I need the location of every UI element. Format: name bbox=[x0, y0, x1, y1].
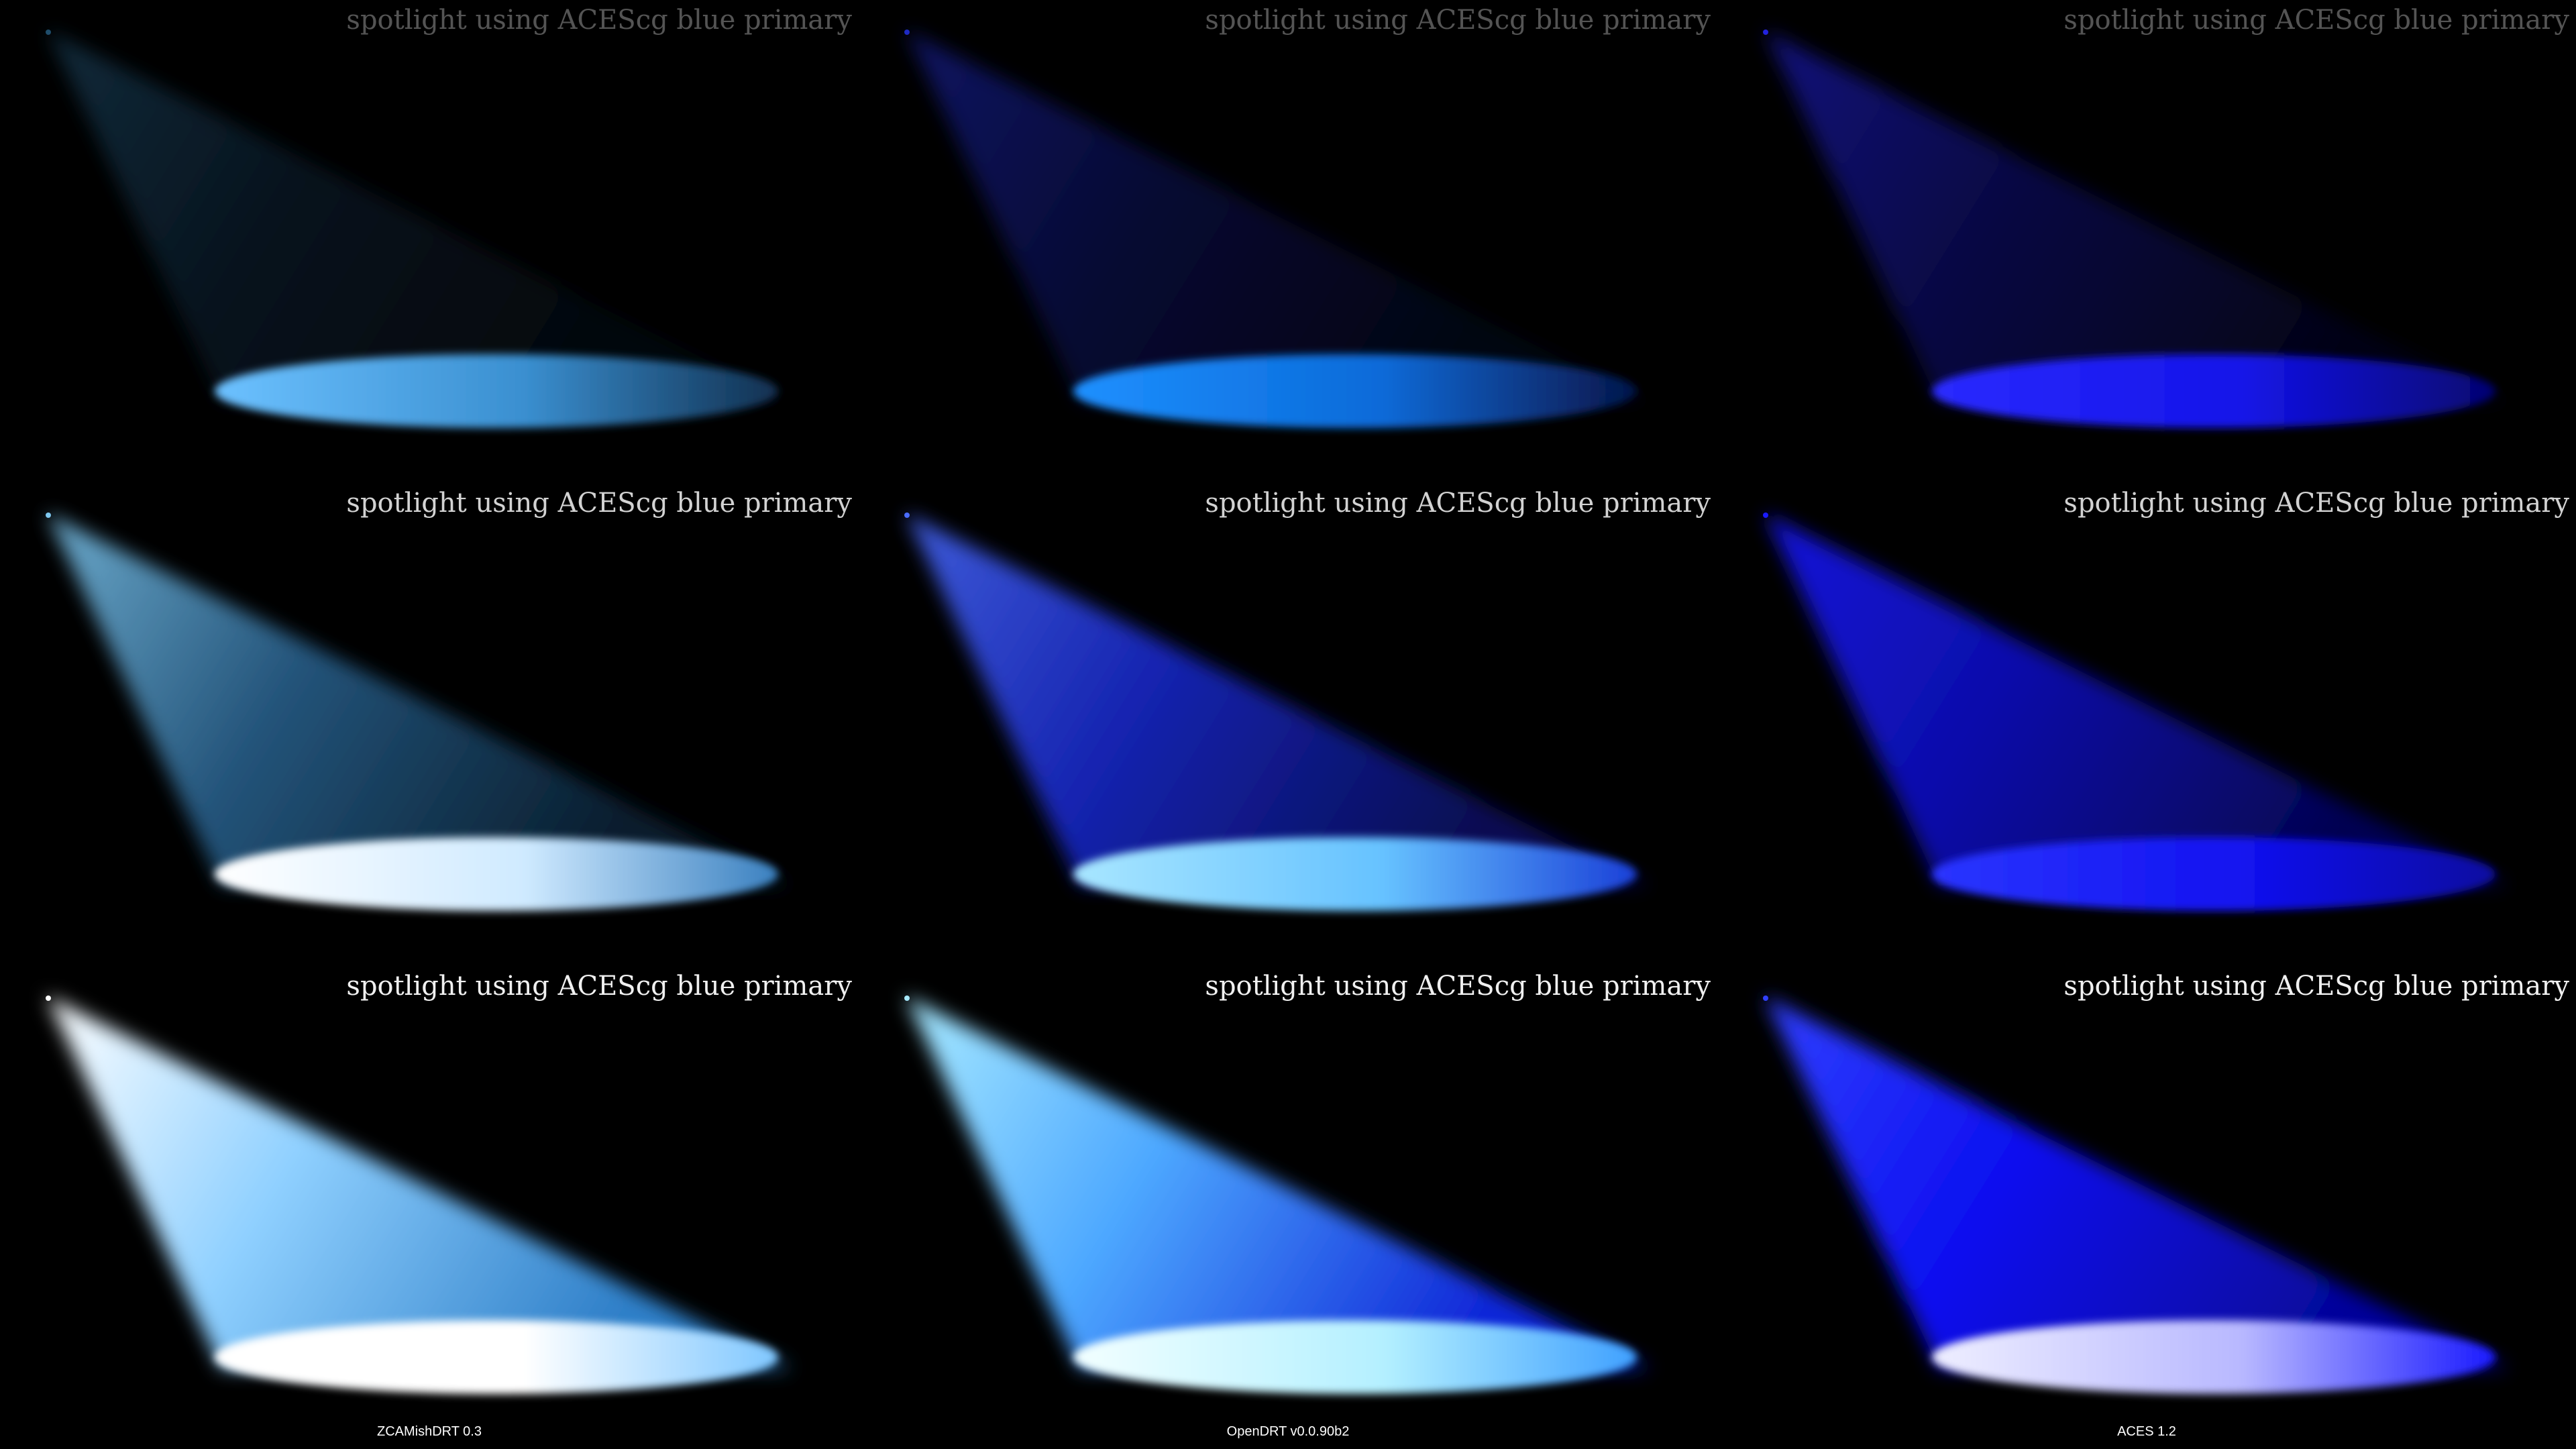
spotlight-panel-r1-opendrt bbox=[904, 513, 1650, 911]
light-pool bbox=[1073, 1320, 1637, 1394]
spotlight-panel-r0-zcamishdrt bbox=[46, 30, 792, 428]
caption-r2-c0: spotlight using ACEScg blue primary bbox=[346, 971, 852, 1002]
lamp-source bbox=[1763, 996, 1768, 1001]
caption-r2-c1: spotlight using ACEScg blue primary bbox=[1205, 971, 1711, 1002]
spotlight-panel-r0-opendrt bbox=[904, 30, 1650, 428]
lamp-source bbox=[904, 30, 910, 35]
spotlight-panel-r2-zcamishdrt bbox=[46, 996, 792, 1394]
caption-r0-c0: spotlight using ACEScg blue primary bbox=[346, 5, 852, 36]
light-beam bbox=[47, 513, 792, 885]
caption-r2-c2: spotlight using ACEScg blue primary bbox=[2063, 971, 2569, 1002]
lamp-source bbox=[1763, 513, 1768, 518]
lamp-source bbox=[1763, 30, 1768, 35]
light-pool bbox=[215, 1320, 778, 1394]
light-beam bbox=[47, 996, 792, 1368]
light-beam bbox=[906, 513, 1650, 885]
light-pool bbox=[1932, 354, 2496, 428]
renderer-label-zcamishdrt: ZCAMishDRT 0.3 bbox=[377, 1424, 482, 1439]
caption-r1-c0: spotlight using ACEScg blue primary bbox=[346, 488, 852, 519]
spotlight-panel-r1-aces bbox=[1763, 513, 2509, 911]
caption-r0-c2: spotlight using ACEScg blue primary bbox=[2063, 5, 2569, 36]
light-beam bbox=[906, 30, 1650, 402]
caption-r1-c2: spotlight using ACEScg blue primary bbox=[2063, 488, 2569, 519]
light-pool bbox=[1073, 837, 1637, 911]
light-beam bbox=[1764, 996, 2509, 1368]
lamp-source bbox=[46, 996, 51, 1001]
lamp-source bbox=[46, 30, 51, 35]
lamp-source bbox=[46, 513, 51, 518]
spotlight-panel-r0-aces bbox=[1763, 30, 2509, 428]
caption-r1-c1: spotlight using ACEScg blue primary bbox=[1205, 488, 1711, 519]
light-pool bbox=[1932, 1320, 2496, 1394]
light-beam bbox=[47, 30, 792, 402]
lamp-source bbox=[904, 513, 910, 518]
spotlight-panel-r1-zcamishdrt bbox=[46, 513, 792, 911]
spotlight-panel-r2-aces bbox=[1763, 996, 2509, 1394]
spotlight-panel-r2-opendrt bbox=[904, 996, 1650, 1394]
light-beam bbox=[906, 996, 1650, 1368]
caption-r0-c1: spotlight using ACEScg blue primary bbox=[1205, 5, 1711, 36]
light-pool bbox=[1073, 354, 1637, 428]
lamp-source bbox=[904, 996, 910, 1001]
light-pool bbox=[215, 354, 778, 428]
renderer-label-opendrt: OpenDRT v0.0.90b2 bbox=[1226, 1424, 1350, 1439]
light-beam bbox=[1764, 513, 2509, 885]
renderer-label-aces: ACES 1.2 bbox=[2117, 1424, 2176, 1439]
light-pool bbox=[1932, 837, 2496, 911]
light-beam bbox=[1764, 30, 2509, 402]
light-pool bbox=[215, 837, 778, 911]
